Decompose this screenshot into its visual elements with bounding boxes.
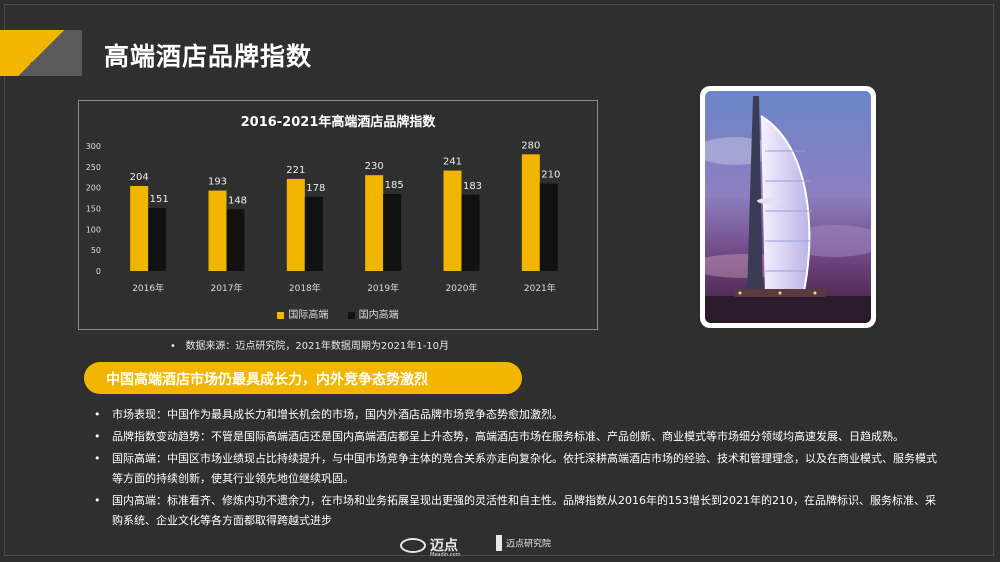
data-label: 178 bbox=[306, 183, 325, 194]
highlight-banner: 中国高端酒店市场仍最具成长力，内外竞争态势激烈 bbox=[84, 362, 522, 394]
y-tick-label: 250 bbox=[86, 163, 101, 172]
bar-intl bbox=[130, 186, 149, 271]
data-label: 204 bbox=[130, 172, 149, 183]
chart-title: 2016-2021年高端酒店品牌指数 bbox=[240, 115, 436, 130]
corner-decoration bbox=[0, 30, 82, 76]
x-tick-label: 2017年 bbox=[211, 282, 243, 294]
meadin-logo: 迈点 Meadin.com bbox=[400, 535, 460, 558]
legend-item-domestic: 国内高端 bbox=[347, 306, 399, 321]
bar-intl bbox=[286, 178, 305, 271]
bar-intl bbox=[365, 175, 384, 271]
bar-domestic bbox=[383, 193, 402, 271]
data-label: 151 bbox=[150, 194, 169, 205]
bullet-trend: 品牌指数变动趋势：不管是国际高端酒店还是国内高端酒店都呈上升态势，高端酒店市场在… bbox=[84, 427, 904, 447]
data-label: 185 bbox=[385, 180, 404, 191]
data-label: 230 bbox=[365, 161, 384, 172]
data-label: 280 bbox=[521, 140, 540, 151]
bar-domestic bbox=[539, 183, 558, 271]
legend-item-intl: 国际高端 bbox=[277, 306, 328, 321]
bar-domestic bbox=[226, 209, 245, 271]
data-label: 193 bbox=[208, 177, 227, 188]
y-tick-label: 200 bbox=[86, 184, 101, 193]
bar-intl bbox=[521, 154, 540, 271]
y-tick-label: 150 bbox=[86, 205, 101, 214]
eye-logo-icon bbox=[400, 537, 426, 553]
bar-domestic bbox=[304, 196, 323, 271]
burj-al-arab-image bbox=[705, 91, 871, 323]
meadin-research-logo: 迈点研究院 bbox=[496, 535, 551, 551]
tower-logo-icon bbox=[496, 535, 502, 551]
bullet-domestic: 国内高端：标准看齐、修炼内功不遗余力，在市场和业务拓展呈现出更强的灵活性和自主性… bbox=[84, 491, 944, 531]
banner-text: 中国高端酒店市场仍最具成长力，内外竞争态势激烈 bbox=[106, 372, 428, 388]
bullet-international: 国际高端：中国区市场业绩现占比持续提升，与中国市场竞争主体的竞合关系亦走向复杂化… bbox=[84, 449, 944, 489]
data-label: 221 bbox=[286, 165, 305, 176]
bar-intl bbox=[208, 190, 227, 271]
bar-domestic bbox=[461, 194, 480, 271]
x-tick-label: 2018年 bbox=[289, 282, 321, 294]
slide-frame bbox=[4, 4, 994, 556]
data-label: 210 bbox=[541, 170, 560, 181]
chart-legend: 国际高端 国内高端 bbox=[79, 306, 597, 321]
hotel-photo bbox=[700, 86, 876, 328]
data-label: 241 bbox=[443, 157, 462, 168]
bar-intl bbox=[443, 170, 462, 271]
chart-container: 2016-2021年高端酒店品牌指数 0 50 100 150 200 250 300 204… bbox=[78, 100, 598, 330]
bar-domestic bbox=[148, 208, 167, 271]
x-tick-label: 2019年 bbox=[367, 282, 399, 294]
bullet-market: 市场表现：中国作为最具成长力和增长机会的市场，国内外酒店品牌市场竞争态势愈加激烈… bbox=[84, 405, 563, 425]
data-label: 148 bbox=[228, 195, 247, 206]
y-tick-label: 50 bbox=[91, 246, 101, 255]
x-tick-label: 2016年 bbox=[132, 282, 164, 294]
data-label: 183 bbox=[463, 181, 482, 192]
page-title: 高端酒店品牌指数 bbox=[104, 42, 313, 71]
source-note: • 数据来源：迈点研究院，2021年数据周期为2021年1-10月 bbox=[170, 341, 450, 352]
y-tick-label: 100 bbox=[86, 225, 101, 234]
x-tick-label: 2020年 bbox=[446, 282, 478, 294]
x-tick-label: 2021年 bbox=[524, 282, 556, 294]
y-tick-label: 0 bbox=[96, 267, 101, 276]
y-tick-label: 300 bbox=[86, 142, 101, 151]
